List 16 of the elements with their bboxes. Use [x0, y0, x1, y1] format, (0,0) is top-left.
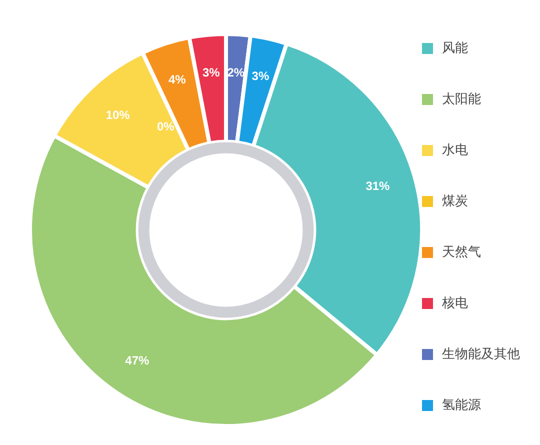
text: 0% — [156, 119, 174, 134]
data-label: 3% — [252, 68, 270, 83]
legend-label: 太阳能 — [442, 91, 481, 108]
data-label: 31% — [366, 178, 390, 193]
legend-label: 风能 — [442, 40, 468, 57]
legend-label: 核电 — [442, 295, 468, 312]
data-label: 10% — [106, 108, 130, 122]
data-label: 47% — [125, 354, 150, 368]
legend-label: 氢能源 — [442, 397, 481, 414]
legend-label: 水电 — [442, 142, 468, 159]
data-label: 4% — [168, 72, 186, 87]
legend-label: 煤炭 — [442, 193, 468, 210]
legend-label: 生物能及其他 — [442, 346, 520, 363]
data-label: 3% — [202, 66, 220, 80]
data-label: 2% — [227, 65, 245, 80]
legend-label: 天然气 — [442, 244, 481, 261]
